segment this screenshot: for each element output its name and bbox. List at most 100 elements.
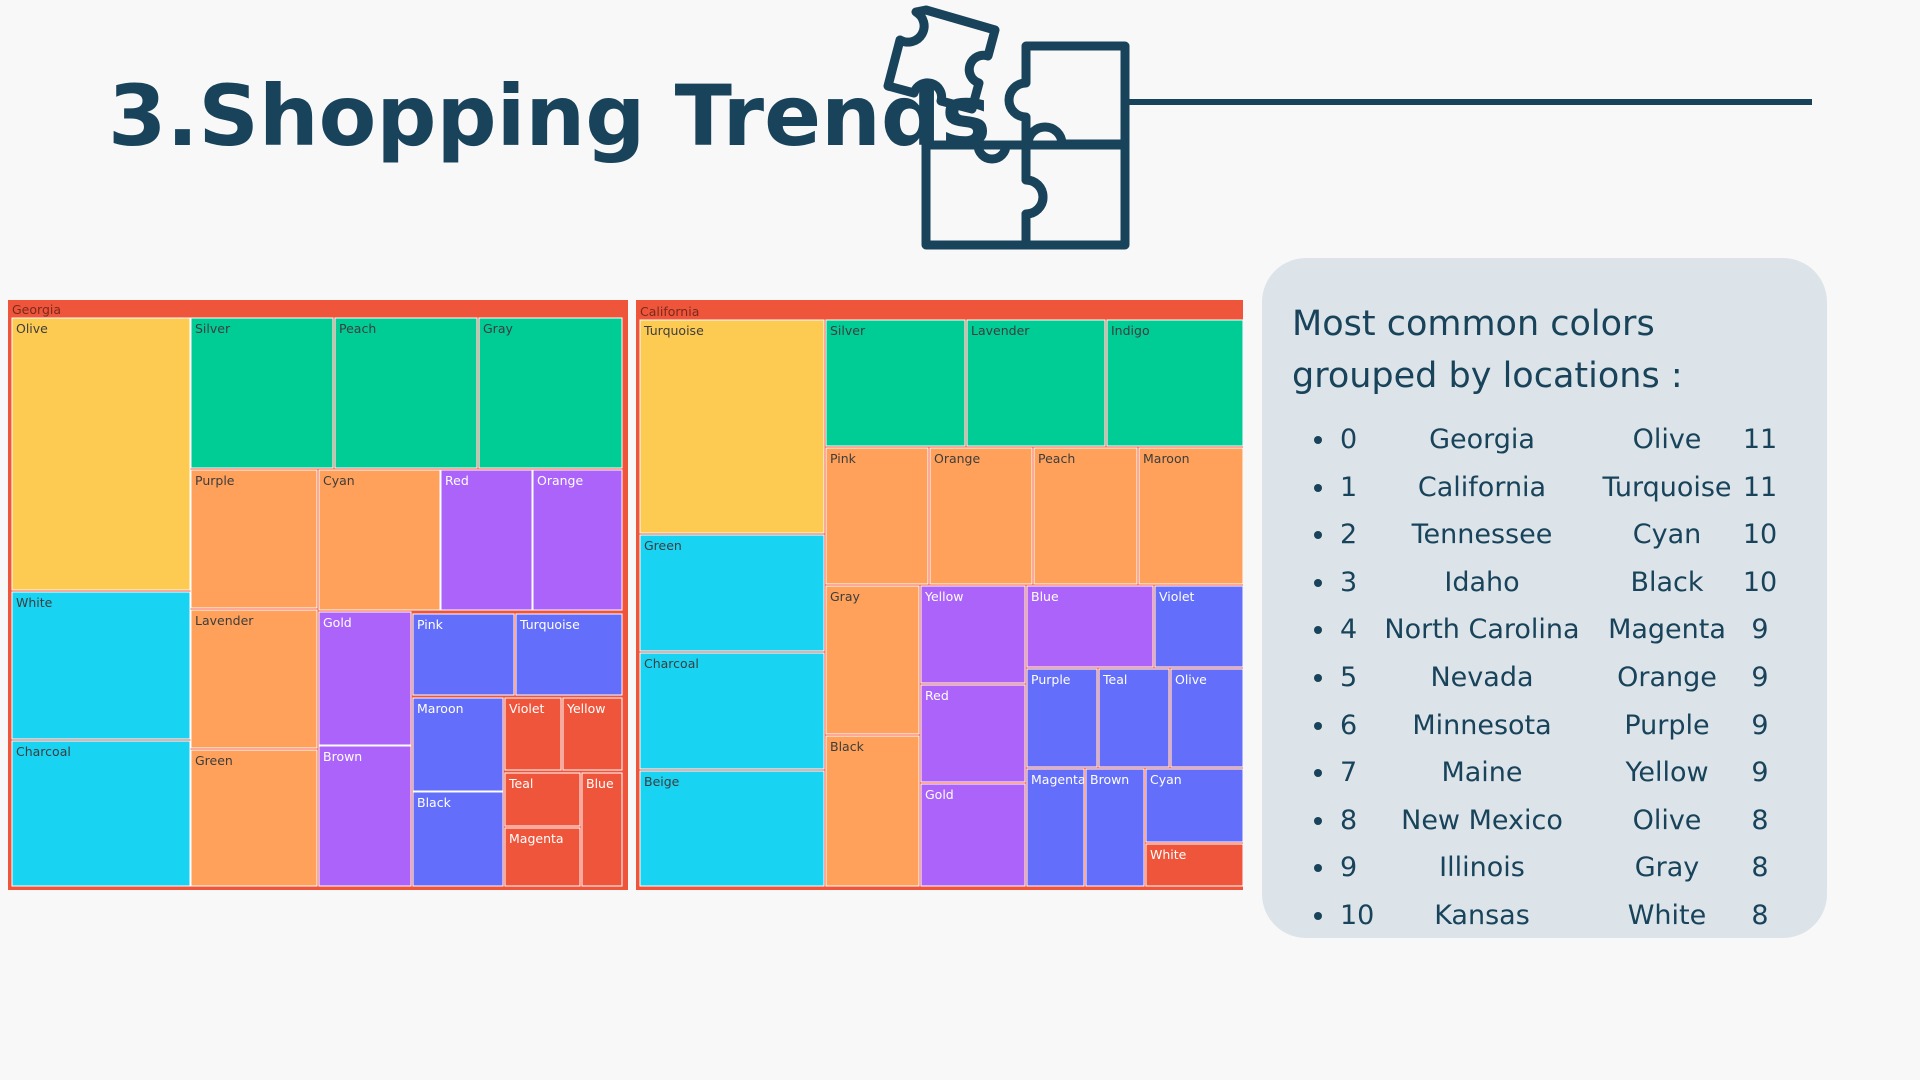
treemap-tile-rect <box>639 770 825 887</box>
row-location: Kansas <box>1434 900 1530 931</box>
panel-title: Most common colors grouped by locations … <box>1292 304 1683 396</box>
bullet-icon <box>1314 769 1322 778</box>
treemap-tile-yellow: Yellow <box>920 585 1026 684</box>
row-location: Maine <box>1441 757 1523 789</box>
bullet-icon <box>1314 436 1322 444</box>
row-location: Idaho <box>1444 566 1520 598</box>
treemap-california: California Turquoise Green Charcoal Beige Sil… <box>636 300 1243 890</box>
treemap-tile-rect <box>515 613 623 696</box>
row-count: 9 <box>1751 757 1769 789</box>
treemap-tile-rect <box>825 585 920 735</box>
treemap-tile-rect <box>334 317 478 469</box>
row-color: Gray <box>1634 852 1700 884</box>
treemap-tile-label: Orange <box>934 451 980 466</box>
treemap-tile-magenta: Magenta <box>504 827 581 887</box>
treemap-tile-white: White <box>11 591 191 740</box>
treemap-tile-rect <box>825 447 929 585</box>
treemap-tile-label: Gray <box>830 589 860 604</box>
treemap-tile-rect <box>920 684 1026 783</box>
summary-list-item: 1 California Turquoise 11 <box>1262 468 1827 508</box>
treemap-tile-rect <box>11 591 191 740</box>
treemap-tile-rect <box>190 749 318 887</box>
treemap-tile-label: Brown <box>1090 772 1129 787</box>
treemap-tile-label: Black <box>417 795 452 810</box>
row-index: 0 <box>1340 424 1358 455</box>
treemap-tile-silver: Silver <box>825 319 966 447</box>
row-index: 1 <box>1340 471 1358 503</box>
row-color: Cyan <box>1632 519 1702 551</box>
treemap-tile-label: Yellow <box>566 701 605 716</box>
bullet-icon <box>1314 626 1322 635</box>
summary-list-item: 10 Kansas White 8 <box>1262 896 1827 936</box>
treemap-tile-orange: Orange <box>929 447 1033 585</box>
treemap-tile-rect <box>1106 319 1243 447</box>
treemap-tile-label: White <box>1150 847 1187 862</box>
treemap-tile-label: Peach <box>339 321 376 336</box>
treemap-tile-green: Green <box>190 749 318 887</box>
treemap-tile-label: Turquoise <box>519 617 580 632</box>
treemap-tile-label: Blue <box>586 776 614 791</box>
treemap-tile-teal: Teal <box>504 772 581 827</box>
treemap-tile-label: Silver <box>195 321 231 336</box>
treemap-tile-label: Blue <box>1031 589 1059 604</box>
row-color: Turquoise <box>1602 471 1732 503</box>
row-color: Orange <box>1617 662 1717 693</box>
treemap-tile-turquoise: Turquoise <box>515 613 623 696</box>
row-location: California <box>1417 471 1547 503</box>
treemap-tile-rect <box>920 585 1026 684</box>
row-index: 9 <box>1340 852 1358 884</box>
treemap-tile-magenta: Magenta <box>1026 768 1086 887</box>
summary-list-item: 0 Georgia Olive 11 <box>1262 420 1827 460</box>
row-count: 9 <box>1751 709 1769 741</box>
summary-list-item: 6 Minnesota Purple 9 <box>1262 706 1827 746</box>
treemap-tile-gray: Gray <box>825 585 920 735</box>
treemap-tile-label: Maroon <box>417 701 464 716</box>
treemap-tile-label: Gray <box>483 321 513 336</box>
bullet-icon <box>1314 912 1322 920</box>
treemap-tile-charcoal: Charcoal <box>11 740 191 887</box>
treemap-tile-label: Gold <box>323 615 352 630</box>
treemap-tile-blue: Blue <box>1026 585 1154 668</box>
treemap-tile-rect <box>966 319 1106 447</box>
treemap-tile-lavender: Lavender <box>190 609 318 749</box>
treemap-tile-rect <box>639 319 825 534</box>
row-count: 9 <box>1751 614 1769 646</box>
treemap-tile-rect <box>639 534 825 652</box>
summary-list-item: 2 Tennessee Cyan 10 <box>1262 515 1827 555</box>
treemap-tile-label: Lavender <box>971 323 1030 338</box>
treemap-tile-label: Turquoise <box>643 323 704 338</box>
row-index: 4 <box>1340 614 1358 646</box>
treemap-tile-label: Orange <box>537 473 583 488</box>
summary-list-item: 7 Maine Yellow 9 <box>1262 753 1827 793</box>
row-index: 3 <box>1340 566 1358 598</box>
treemap-tile-gold: Gold <box>318 611 412 746</box>
treemap-tile-rect <box>639 652 825 770</box>
treemap-tile-purple: Purple <box>1026 668 1098 768</box>
row-location: North Carolina <box>1384 614 1580 646</box>
treemap-tile-label: Violet <box>509 701 545 716</box>
row-color: Magenta <box>1608 614 1726 646</box>
treemap-tile-black: Black <box>825 735 920 887</box>
treemap-tile-label: Violet <box>1159 589 1195 604</box>
treemap-tile-label: Beige <box>644 774 680 789</box>
bullet-icon <box>1314 816 1322 825</box>
treemap-tile-rect <box>412 791 504 887</box>
treemap-tile-peach: Peach <box>334 317 478 469</box>
row-color: Black <box>1630 566 1704 598</box>
row-count: 11 <box>1742 424 1778 455</box>
row-count: 11 <box>1742 471 1778 503</box>
treemap-tile-peach: Peach <box>1033 447 1138 585</box>
treemap-tile-label: Charcoal <box>16 744 71 759</box>
treemap-tile-label: Cyan <box>1150 772 1182 787</box>
treemap-tile-rect <box>412 613 515 696</box>
row-color: Olive <box>1632 424 1702 455</box>
treemap-tile-label: Charcoal <box>644 656 699 671</box>
treemap-tile-label: White <box>16 595 53 610</box>
treemap-tile-label: Lavender <box>195 613 254 628</box>
treemap-tile-label: Pink <box>417 617 444 632</box>
row-color: White <box>1627 900 1707 931</box>
treemap-tile-maroon: Maroon <box>1138 447 1243 585</box>
row-count: 9 <box>1751 662 1769 693</box>
treemap-tile-indigo: Indigo <box>1106 319 1243 447</box>
puzzle-icon <box>883 5 1130 250</box>
